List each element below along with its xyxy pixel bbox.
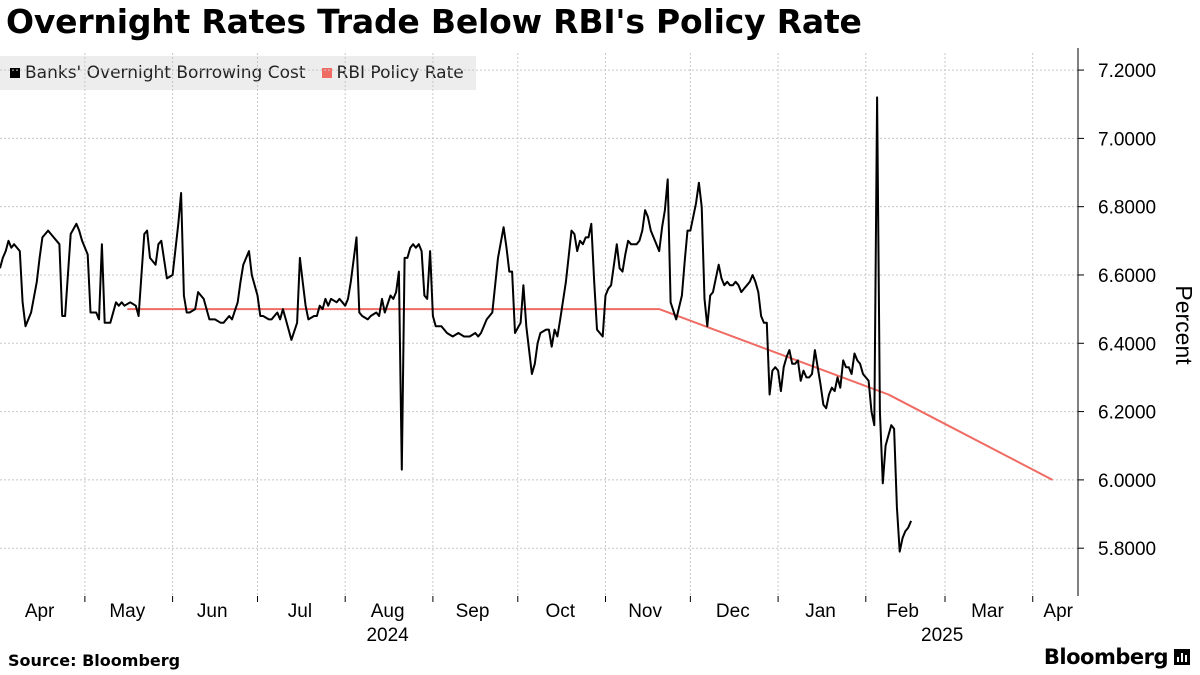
brand-logo: Bloomberg: [1044, 645, 1190, 669]
series-line-policy-rate: [127, 308, 1053, 481]
y-tick-label: 7.0000: [1098, 129, 1156, 150]
x-tick-label: Aug: [371, 601, 405, 622]
y-tick-label: 6.8000: [1098, 198, 1156, 219]
x-tick-label: Apr: [25, 601, 55, 622]
legend: Banks' Overnight Borrowing Cost RBI Poli…: [0, 56, 476, 90]
legend-label-borrowing-cost: Banks' Overnight Borrowing Cost: [25, 63, 306, 83]
series-line-borrowing-cost: [0, 96, 913, 553]
legend-item-policy-rate: RBI Policy Rate: [321, 63, 464, 83]
y-tick-label: 6.6000: [1098, 266, 1156, 287]
x-tick-label: Oct: [545, 601, 575, 622]
y-tick-label: 7.2000: [1098, 61, 1156, 82]
x-tick-label: Jan: [805, 601, 836, 622]
y-tick-label: 6.4000: [1098, 334, 1156, 355]
x-tick-label: Feb: [886, 601, 919, 622]
y-axis-title: Percent: [1171, 285, 1197, 365]
x-tick-label: Jul: [288, 601, 312, 622]
source-note: Source: Bloomberg: [8, 651, 181, 670]
legend-item-borrowing-cost: Banks' Overnight Borrowing Cost: [10, 63, 306, 83]
x-year-label: 2025: [921, 625, 963, 646]
x-year-label: 2024: [366, 625, 409, 646]
brand-name: Bloomberg: [1043, 645, 1169, 669]
x-tick-label: Apr: [1043, 601, 1073, 622]
legend-swatch-borrowing-cost: [10, 68, 20, 78]
bloomberg-terminal-icon: [1174, 649, 1190, 665]
x-tick-label: Sep: [456, 601, 490, 622]
x-tick-label: Mar: [971, 601, 1004, 622]
x-tick-label: May: [109, 601, 145, 622]
y-tick-label: 5.8000: [1098, 539, 1156, 560]
x-tick-label: Nov: [628, 601, 662, 622]
x-tick-label: Jun: [197, 601, 228, 622]
y-tick-label: 6.0000: [1098, 471, 1156, 492]
y-tick-label: 6.2000: [1098, 403, 1156, 424]
legend-label-policy-rate: RBI Policy Rate: [336, 63, 464, 83]
chart-title: Overnight Rates Trade Below RBI's Policy…: [6, 2, 862, 41]
legend-swatch-policy-rate: [321, 68, 332, 78]
x-tick-label: Dec: [716, 601, 750, 622]
